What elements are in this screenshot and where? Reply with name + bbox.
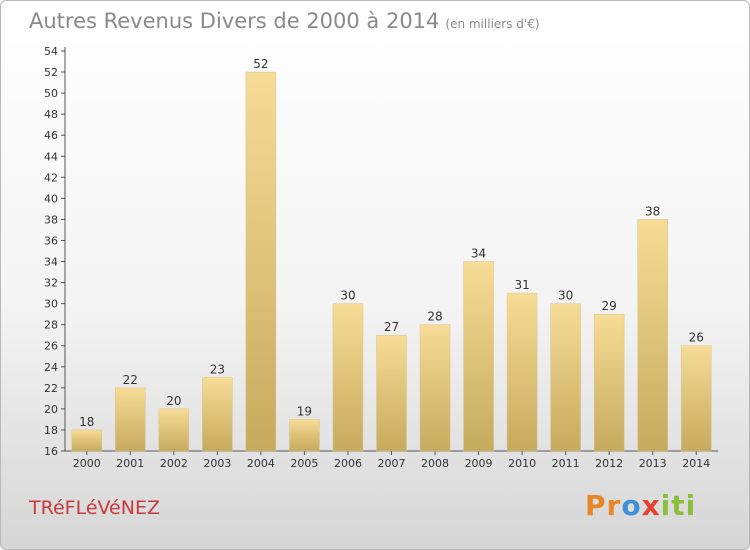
data-label-2002: 20 [166,394,181,408]
x-tick-label: 2004 [247,457,275,470]
data-label-2014: 26 [689,331,704,345]
bar-2014 [680,345,712,452]
logo-part-3: x [641,489,661,522]
bar-2006 [332,303,364,452]
proxiti-logo: Proxiti [585,489,696,522]
data-label-2012: 29 [602,299,617,313]
data-label-2001: 22 [123,373,138,387]
bar-2000 [71,429,103,452]
x-tick-label: 2008 [421,457,449,470]
x-tick-label: 2001 [116,457,144,470]
y-tick-label: 18 [44,424,58,437]
x-tick-label: 2002 [160,457,188,470]
bar-2012 [593,313,625,452]
chart-subtitle: (en milliers d'€) [445,17,540,31]
data-label-2007: 27 [384,320,399,334]
data-label-2009: 34 [471,247,486,261]
x-tick-label: 2014 [682,457,710,470]
y-tick-label: 30 [44,298,58,311]
data-label-2010: 31 [514,278,529,292]
y-tick-label: 36 [44,234,58,247]
y-tick-label: 16 [44,445,58,458]
y-tick-label: 38 [44,213,58,226]
y-tick-label: 34 [44,256,58,269]
logo-part-2: o [621,489,642,522]
data-label-2013: 38 [645,204,660,218]
bar-2001 [115,387,146,452]
bar-2007 [376,334,407,452]
x-tick-label: 2012 [595,457,623,470]
x-tick-label: 2006 [334,457,362,470]
y-tick-label: 32 [44,277,58,290]
bar-2013 [637,219,668,452]
chart-title: Autres Revenus Divers de 2000 à 2014 (en … [29,9,540,33]
x-tick-label: 2011 [552,457,580,470]
x-tick-label: 2010 [508,457,536,470]
y-tick-label: 24 [44,361,58,374]
y-tick-label: 40 [44,192,58,205]
y-tick-label: 50 [44,87,58,100]
data-label-2004: 52 [253,57,268,71]
data-labels: 18 22 20 23 52 19 30 27 28 34 31 30 29 38 26 [79,57,704,429]
data-label-2003: 23 [210,362,225,376]
data-label-2000: 18 [79,415,94,429]
y-tick-label: 48 [44,108,58,121]
title-text: Autres Revenus Divers de 2000 à 2014 [29,9,440,33]
x-tick-label: 2003 [203,457,231,470]
bars [71,71,712,452]
y-tick-label: 46 [44,129,58,142]
logo-part-1: Pr [585,489,622,522]
data-label-2011: 30 [558,289,573,303]
y-tick-label: 20 [44,403,58,416]
y-tick-label: 54 [44,45,58,58]
y-tick-label: 42 [44,171,58,184]
town-name: TRéFLéVéNEZ [29,497,160,519]
y-tick-label: 26 [44,340,58,353]
x-tick-label: 2007 [378,457,406,470]
bar-2003 [202,377,233,452]
x-tick-label: 2000 [73,457,101,470]
bar-2004 [245,71,277,452]
x-tick-label: 2005 [290,457,318,470]
bar-2010 [506,292,538,452]
bar-2009 [463,261,494,452]
bar-2011 [550,303,581,452]
y-tick-label: 52 [44,66,58,79]
data-label-2005: 19 [297,404,312,418]
bar-2008 [419,324,451,452]
data-label-2006: 30 [340,289,355,303]
data-label-2008: 28 [427,310,442,324]
y-tick-label: 22 [44,382,58,395]
x-tick-label: 2013 [639,457,667,470]
y-tick-label: 28 [44,319,58,332]
y-tick-label: 44 [44,150,58,163]
bar-2005 [289,419,320,452]
logo-part-4: iti [660,489,697,522]
x-tick-label: 2009 [465,457,493,470]
bar-2002 [158,408,190,452]
axes: 16 18 20 22 24 26 28 30 32 34 36 38 40 42 44 46 48 50 52 54… [44,45,718,470]
